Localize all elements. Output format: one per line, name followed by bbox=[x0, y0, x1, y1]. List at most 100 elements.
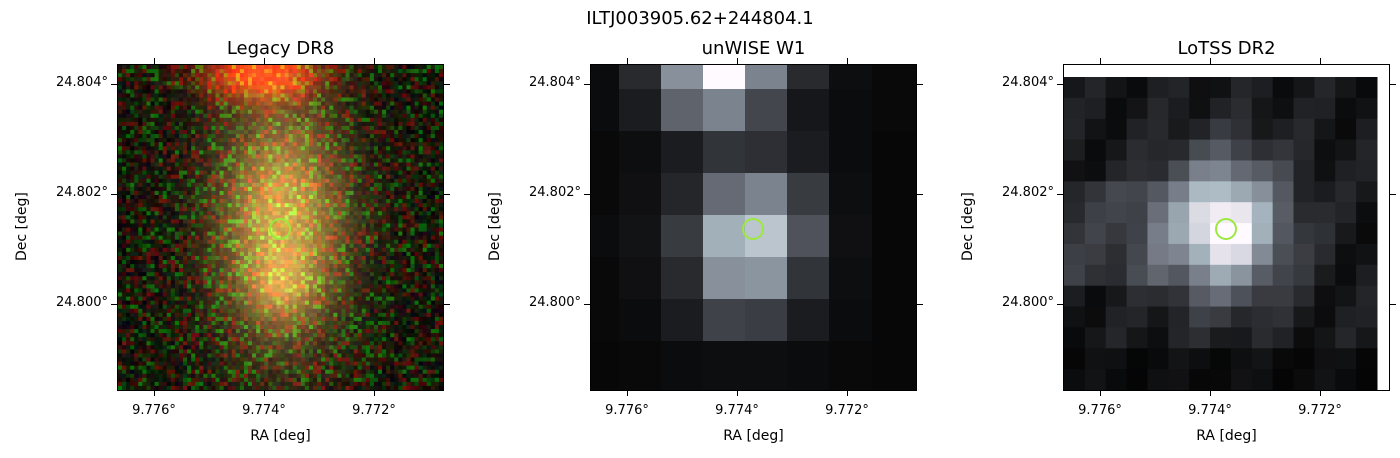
y-tick-label: 24.804° bbox=[529, 75, 581, 90]
tick-mark bbox=[584, 84, 590, 85]
image-pixel bbox=[1210, 181, 1232, 203]
image-pixel bbox=[591, 215, 620, 258]
image-pixel bbox=[703, 215, 746, 258]
image-pixel bbox=[1168, 77, 1190, 99]
y-tick-label: 24.802° bbox=[56, 185, 108, 200]
image-pixel bbox=[787, 65, 830, 90]
image-pixel bbox=[1210, 223, 1232, 245]
image-pixel bbox=[1293, 118, 1315, 141]
x-axis-label: RA [deg] bbox=[250, 428, 311, 444]
image-pixel bbox=[1064, 118, 1086, 141]
image-pixel bbox=[1084, 285, 1107, 308]
image-pixel bbox=[1126, 327, 1148, 349]
image-pixel bbox=[1210, 348, 1232, 370]
image-pixel bbox=[872, 173, 916, 216]
image-pixel bbox=[1335, 306, 1357, 328]
image-pixel bbox=[1272, 264, 1295, 287]
image-pixel bbox=[1272, 243, 1295, 266]
image-pixel bbox=[745, 215, 788, 258]
image-pixel bbox=[1314, 348, 1336, 370]
image-pixel bbox=[1335, 202, 1357, 224]
image-pixel bbox=[1210, 118, 1232, 141]
y-tick-label: 24.800° bbox=[1002, 295, 1054, 310]
image-pixel bbox=[1064, 348, 1086, 370]
image-pixel bbox=[1335, 264, 1357, 287]
image-pixel bbox=[1210, 306, 1232, 328]
y-tick-label: 24.802° bbox=[1002, 185, 1054, 200]
tick-mark bbox=[444, 84, 450, 85]
image-pixel bbox=[1147, 264, 1169, 287]
image-pixel bbox=[1189, 327, 1211, 349]
image-pixel bbox=[1147, 77, 1169, 99]
image-pixel bbox=[1314, 285, 1336, 308]
image-pixel bbox=[829, 65, 873, 90]
image-pixel bbox=[1189, 285, 1211, 308]
tick-mark bbox=[264, 390, 265, 396]
image-pixel bbox=[1293, 77, 1315, 99]
legacy-image bbox=[118, 65, 443, 390]
image-pixel bbox=[1272, 118, 1295, 141]
image-pixel bbox=[1147, 327, 1169, 349]
image-pixel bbox=[1189, 77, 1211, 99]
x-tick-label: 9.776° bbox=[1078, 403, 1122, 418]
image-pixel bbox=[1335, 139, 1357, 161]
image-pixel bbox=[1230, 243, 1253, 266]
image-pixel bbox=[703, 299, 746, 342]
image-pixel bbox=[1105, 160, 1128, 182]
image-pixel bbox=[1084, 223, 1107, 245]
tick-mark bbox=[1210, 390, 1211, 396]
image-pixel bbox=[1314, 202, 1336, 224]
image-pixel bbox=[619, 131, 662, 174]
image-pixel bbox=[1126, 243, 1148, 266]
image-pixel bbox=[1147, 369, 1169, 390]
image-pixel bbox=[661, 215, 704, 258]
image-pixel bbox=[1335, 118, 1357, 141]
image-pixel bbox=[1210, 77, 1232, 99]
image-pixel bbox=[1105, 243, 1128, 266]
x-axis-label: RA [deg] bbox=[723, 428, 784, 444]
tick-mark bbox=[627, 390, 628, 396]
image-pixel bbox=[1210, 369, 1232, 390]
image-pixel bbox=[745, 299, 788, 342]
panel-title: unWISE W1 bbox=[701, 38, 806, 59]
image-pixel bbox=[619, 173, 662, 216]
image-pixel bbox=[1314, 306, 1336, 328]
image-pixel bbox=[1293, 285, 1315, 308]
y-tick-label: 24.802° bbox=[529, 185, 581, 200]
image-pixel bbox=[1189, 223, 1211, 245]
image-pixel bbox=[591, 257, 620, 300]
image-pixel bbox=[1189, 139, 1211, 161]
image-pixel bbox=[1105, 181, 1128, 203]
tick-mark bbox=[917, 304, 923, 305]
image-pixel bbox=[1314, 118, 1336, 141]
image-pixel bbox=[1335, 348, 1357, 370]
image-pixel bbox=[872, 215, 916, 258]
tick-mark bbox=[917, 84, 923, 85]
image-pixel bbox=[1189, 118, 1211, 141]
image-pixel bbox=[1168, 243, 1190, 266]
image-pixel bbox=[1335, 181, 1357, 203]
image-pixel bbox=[703, 65, 746, 90]
x-tick-label: 9.772° bbox=[1298, 403, 1342, 418]
image-pixel bbox=[703, 173, 746, 216]
image-pixel bbox=[1210, 285, 1232, 308]
lotss-image bbox=[1064, 65, 1389, 390]
tick-mark bbox=[1320, 58, 1321, 64]
image-pixel bbox=[1084, 139, 1107, 161]
image-pixel bbox=[1105, 369, 1128, 390]
y-tick-label: 24.804° bbox=[1002, 75, 1054, 90]
image-pixel bbox=[787, 215, 830, 258]
image-pixel bbox=[1126, 77, 1148, 99]
image-pixel bbox=[1210, 243, 1232, 266]
image-pixel bbox=[1064, 181, 1086, 203]
source-marker-circle bbox=[1215, 218, 1237, 240]
image-pixel bbox=[1126, 118, 1148, 141]
image-pixel bbox=[1126, 285, 1148, 308]
tick-mark bbox=[374, 390, 375, 396]
image-pixel bbox=[591, 65, 620, 90]
image-pixel bbox=[745, 65, 788, 90]
image-pixel bbox=[1230, 369, 1253, 390]
image-pixel bbox=[1189, 369, 1211, 390]
image-pixel bbox=[745, 173, 788, 216]
image-pixel bbox=[1251, 97, 1274, 120]
